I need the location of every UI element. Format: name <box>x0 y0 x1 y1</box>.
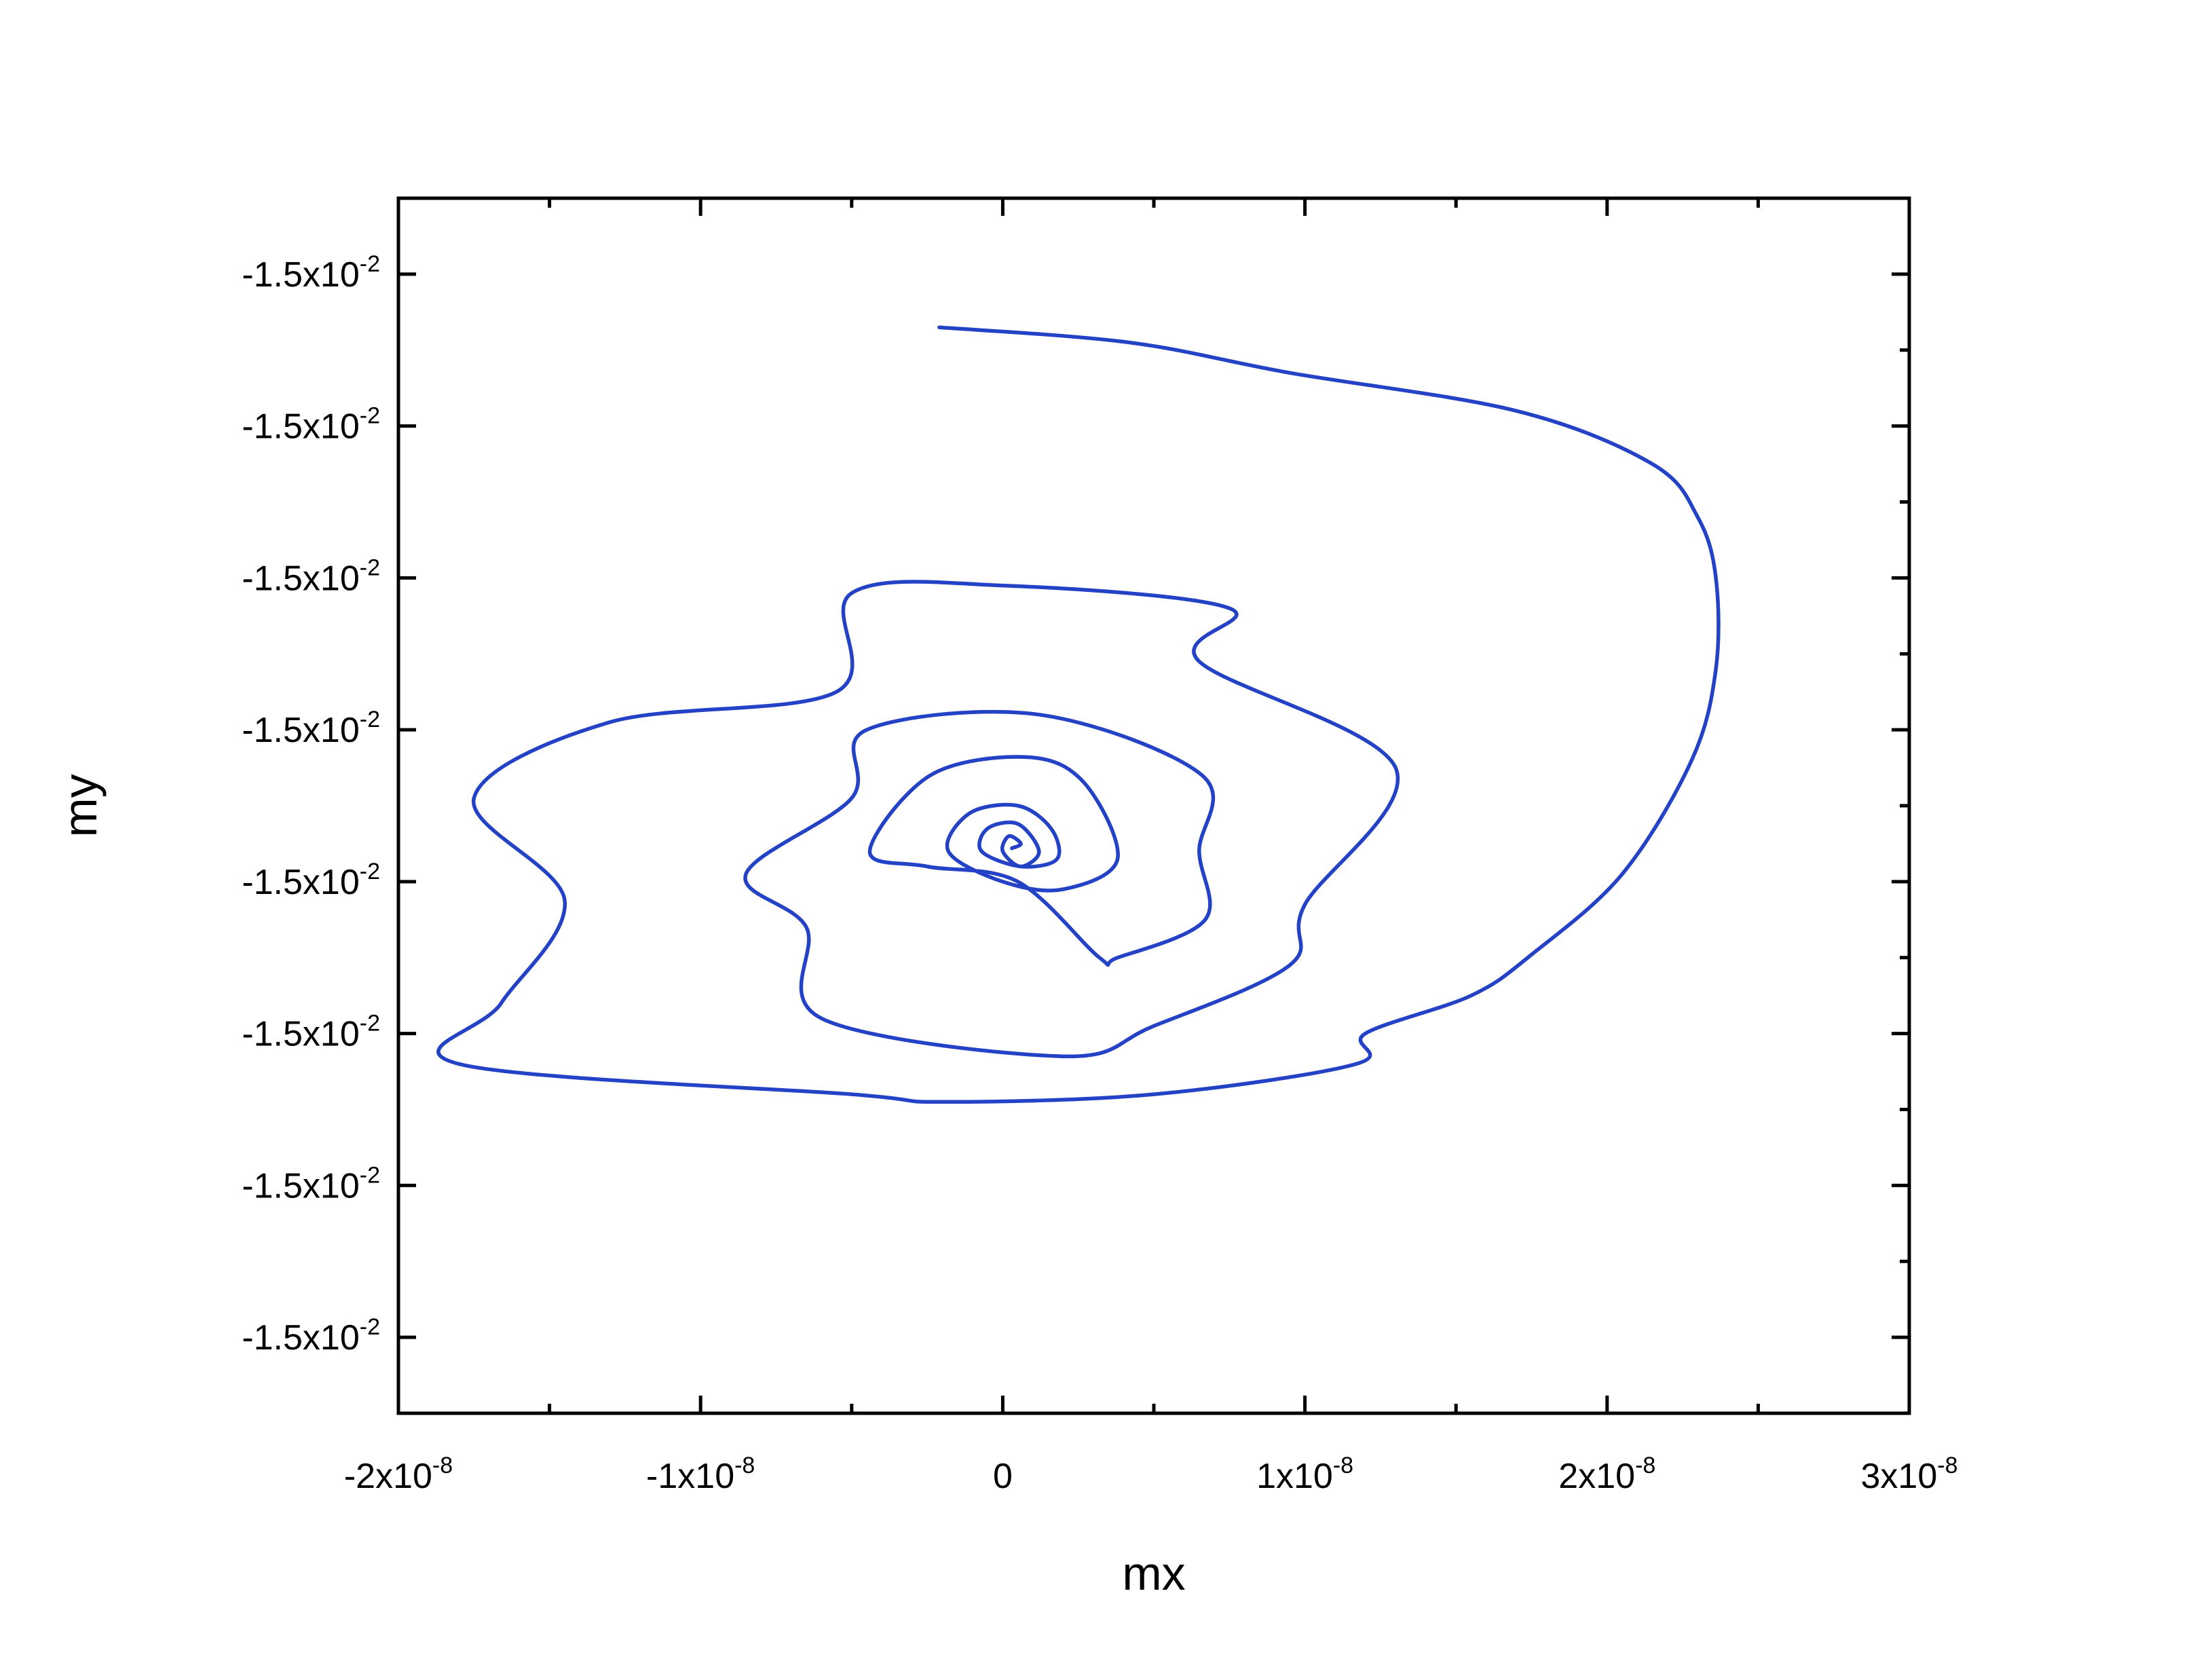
y-tick-label-exponent: -2 <box>360 1011 380 1037</box>
x-tick-label-base: 0 <box>993 1457 1013 1496</box>
x-tick-label-exponent: -8 <box>1333 1453 1353 1478</box>
x-tick-label-base: -1x10 <box>646 1457 734 1496</box>
y-tick-label-exponent: -2 <box>360 1162 380 1188</box>
y-tick-label-base: -1.5x10 <box>242 1015 359 1054</box>
x-tick-label: 3x10-8 <box>1861 1453 1958 1496</box>
x-tick-label-exponent: -8 <box>1635 1453 1655 1478</box>
y-tick-label-exponent: -2 <box>360 707 380 732</box>
x-tick-label-exponent: -8 <box>1937 1453 1957 1478</box>
y-axis-tick-labels: -1.5x10-2-1.5x10-2-1.5x10-2-1.5x10-2-1.5… <box>242 251 380 1358</box>
x-tick-label-base: -2x10 <box>344 1457 432 1496</box>
y-tick-label-exponent: -2 <box>360 251 380 277</box>
x-tick-label-base: 1x10 <box>1256 1457 1333 1496</box>
x-tick-label: 1x10-8 <box>1256 1453 1353 1496</box>
y-tick-label: -1.5x10-2 <box>242 1162 380 1206</box>
x-axis-ticks <box>396 198 1911 1413</box>
y-tick-label: -1.5x10-2 <box>242 859 380 902</box>
x-tick-label: -1x10-8 <box>646 1453 755 1496</box>
x-tick-label: -2x10-8 <box>344 1453 453 1496</box>
y-tick-label: -1.5x10-2 <box>242 707 380 750</box>
y-tick-label-base: -1.5x10 <box>242 1318 359 1358</box>
y-tick-label-exponent: -2 <box>360 859 380 884</box>
y-tick-label-base: -1.5x10 <box>242 863 359 902</box>
x-tick-label: 2x10-8 <box>1558 1453 1655 1496</box>
x-axis-tick-labels: -2x10-8 -1x10-8 0 1x10-8 2x10-8 3x10-8 <box>344 1453 1958 1496</box>
plot-frame <box>396 196 1911 1415</box>
x-tick-label-exponent: -8 <box>734 1453 755 1478</box>
y-tick-label-base: -1.5x10 <box>242 711 359 750</box>
y-tick-label: -1.5x10-2 <box>242 1314 380 1358</box>
y-axis-title: my <box>54 774 107 837</box>
y-tick-label: -1.5x10-2 <box>242 403 380 447</box>
y-tick-label-base: -1.5x10 <box>242 255 359 295</box>
y-tick-label: -1.5x10-2 <box>242 251 380 295</box>
y-axis-ticks <box>398 272 1909 1339</box>
series-layer <box>436 325 1721 1104</box>
x-tick-label-base: 2x10 <box>1558 1457 1635 1496</box>
y-tick-label: -1.5x10-2 <box>242 1011 380 1054</box>
y-tick-label-base: -1.5x10 <box>242 407 359 447</box>
x-tick-label-base: 3x10 <box>1861 1457 1938 1496</box>
x-tick-label: 0 <box>993 1457 1013 1496</box>
y-tick-label-exponent: -2 <box>360 403 380 429</box>
y-tick-label-base: -1.5x10 <box>242 1166 359 1206</box>
plot-area <box>396 196 1911 1415</box>
y-tick-label-exponent: -2 <box>360 1314 380 1340</box>
y-tick-label-base: -1.5x10 <box>242 559 359 598</box>
y-tick-label: -1.5x10-2 <box>242 555 380 598</box>
x-axis-title: mx <box>1122 1547 1185 1600</box>
y-tick-label-exponent: -2 <box>360 555 380 580</box>
trajectory-line <box>436 325 1721 1104</box>
x-tick-label-exponent: -8 <box>432 1453 453 1478</box>
